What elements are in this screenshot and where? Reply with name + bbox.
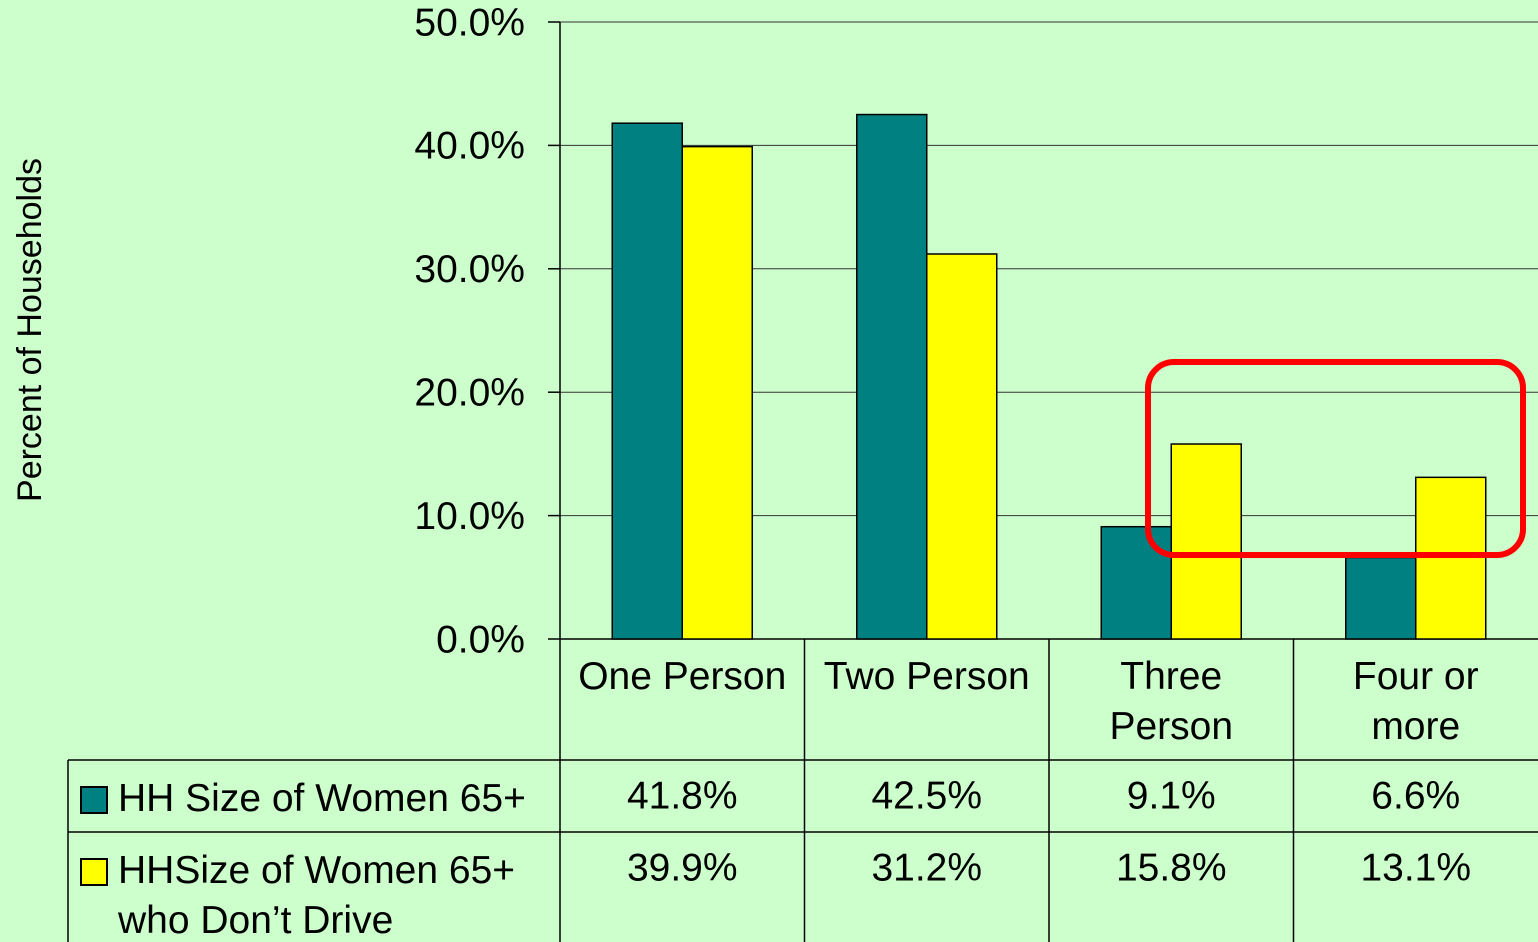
table-value: 41.8% xyxy=(627,774,738,817)
legend-swatch xyxy=(80,786,108,814)
y-tick-label: 10.0% xyxy=(414,495,525,538)
category-label: Three Person xyxy=(1109,655,1234,748)
category-label-box: Four or more xyxy=(1352,655,1479,748)
bar xyxy=(1415,476,1487,640)
y-tick-label: 20.0% xyxy=(414,371,525,414)
legend-swatch xyxy=(80,858,108,886)
table-value: 13.1% xyxy=(1360,846,1471,889)
table-value: 6.6% xyxy=(1371,774,1460,817)
table-value: 9.1% xyxy=(1127,774,1216,817)
y-tick-label: 50.0% xyxy=(414,1,525,44)
category-label: One Person xyxy=(578,655,787,698)
y-axis-title: Percent of Households xyxy=(11,158,49,502)
category-label: Four or more xyxy=(1352,655,1479,748)
table-value: 42.5% xyxy=(871,774,982,817)
y-tick-label: 40.0% xyxy=(414,125,525,168)
bar xyxy=(611,122,683,640)
bar xyxy=(1345,556,1417,640)
bar xyxy=(926,253,998,640)
category-label-box: Two Person xyxy=(823,655,1030,698)
legend-label-box: HHSize of Women 65+ who Don’t Drive xyxy=(118,849,516,942)
y-tick-label: 30.0% xyxy=(414,248,525,291)
category-label-box: Three Person xyxy=(1109,655,1234,748)
bar xyxy=(856,113,928,640)
legend-label: HH Size of Women 65+ xyxy=(118,777,526,820)
table-value: 31.2% xyxy=(871,846,982,889)
bar xyxy=(1170,443,1242,640)
table-value: 15.8% xyxy=(1116,846,1227,889)
bar xyxy=(1100,525,1172,640)
table-value: 39.9% xyxy=(627,846,738,889)
category-label-box: One Person xyxy=(578,655,787,698)
legend-label-box: HH Size of Women 65+ xyxy=(118,777,526,820)
bar xyxy=(681,145,753,640)
y-tick-label: 0.0% xyxy=(436,618,525,661)
highlight-box xyxy=(1145,359,1526,558)
category-label: Two Person xyxy=(823,655,1030,698)
legend-label: HHSize of Women 65+ who Don’t Drive xyxy=(118,849,516,942)
